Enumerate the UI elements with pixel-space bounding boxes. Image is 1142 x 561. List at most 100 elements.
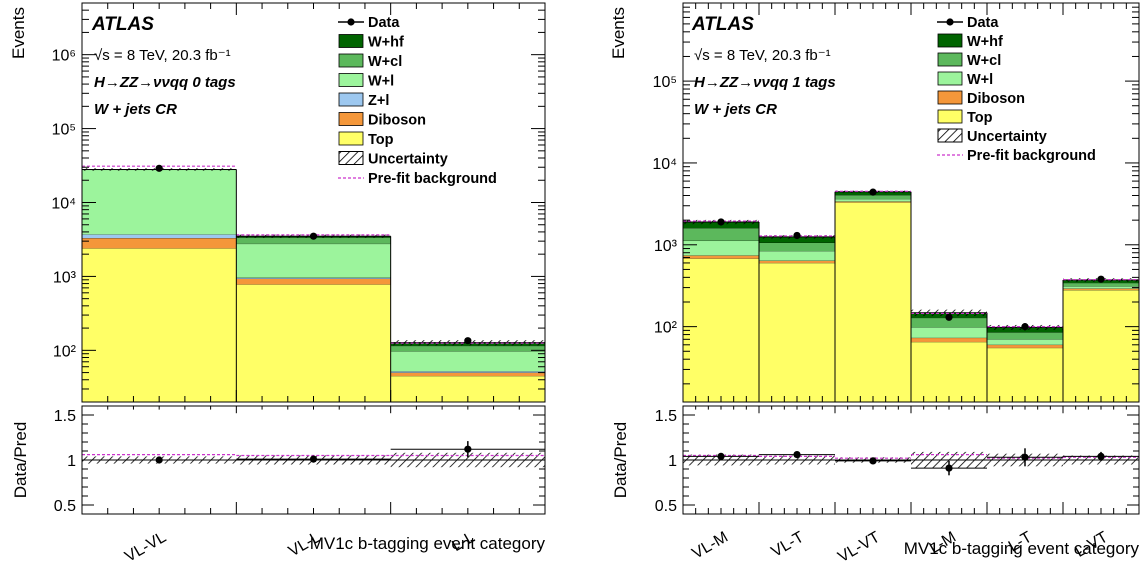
ratio-point-vl-vl xyxy=(155,456,163,464)
legend-label: Data xyxy=(967,15,999,31)
y-axis: 10² 10³ 10⁴ 10⁵ xyxy=(652,2,1139,385)
bar-wl-vl-m xyxy=(683,240,759,256)
bar-top-l-vt xyxy=(1063,290,1139,402)
legend-swatch-diboson xyxy=(338,112,364,126)
bar-wl-l-t xyxy=(987,339,1063,345)
ratio-y-tick-label: 0.5 xyxy=(54,498,76,515)
bar-diboson-vl-t xyxy=(759,260,835,263)
bar-diboson-l-t xyxy=(987,344,1063,348)
bar-diboson-vl-m xyxy=(683,255,759,259)
ratio-point-l-m xyxy=(945,464,953,472)
bar-wcl-l-l xyxy=(390,345,545,352)
legend-label: W+cl xyxy=(967,53,1001,69)
legend-swatch-wcl xyxy=(937,52,963,67)
data-points xyxy=(155,164,472,345)
bar-diboson-l-vt xyxy=(1063,288,1139,291)
bar-wl-vl-l xyxy=(236,243,391,278)
y-tick-label: 10³ xyxy=(53,269,77,286)
data-point-l-vt xyxy=(1097,275,1105,283)
ratio-panel: 0.5 1 1.5 Data/Pred xyxy=(611,405,1140,515)
legend-swatch-whf xyxy=(338,34,364,48)
bar-wcl-l-t xyxy=(987,332,1063,340)
ratio-point-l-t xyxy=(1021,453,1029,461)
legend-label: Diboson xyxy=(368,113,426,129)
ratio-point-l-vt xyxy=(1097,452,1105,460)
legend-label: W+l xyxy=(967,72,993,88)
bar-diboson-vl-vl xyxy=(82,238,237,249)
x-category-label: VL-T xyxy=(768,529,807,561)
x-category-label: VL-M xyxy=(689,529,731,561)
ratio-y-tick-label: 0.5 xyxy=(655,498,677,515)
bar-wl-l-vt xyxy=(1063,286,1139,289)
bar-diboson-vl-l xyxy=(236,278,391,285)
legend-label: Top xyxy=(967,110,993,126)
data-point-vl-m xyxy=(717,218,725,226)
legend-swatch-wl xyxy=(937,71,963,86)
legend-label: W+hf xyxy=(368,35,404,51)
legend-label: Data xyxy=(368,15,400,31)
stacked-histogram xyxy=(683,190,1139,402)
legend-label: Diboson xyxy=(967,91,1025,107)
y-tick-label: 10⁵ xyxy=(52,122,76,139)
ratio-point-l-l xyxy=(464,445,472,453)
ratio-point-vl-l xyxy=(309,455,318,463)
bar-top-vl-m xyxy=(683,258,759,402)
bar-wcl-vl-t xyxy=(759,242,835,251)
y-axis: 10² 10³ 10⁴ 10⁵ 10⁶ xyxy=(51,2,545,403)
x-axis-title: MV1c b-tagging event category xyxy=(310,534,546,553)
ratio-point-vl-m xyxy=(717,452,725,460)
ratio-y-tick-label: 1 xyxy=(67,453,76,470)
info-line-0: √s = 8 TeV, 20.3 fb⁻¹ xyxy=(694,47,831,64)
legend: Data W+hf W+cl W+l Z+l Diboson Top Uncertainty P… xyxy=(338,15,497,187)
x-category-label: VL-VL xyxy=(122,529,169,561)
bar-wcl-l-m xyxy=(911,317,987,328)
data-point-l-t xyxy=(1021,323,1029,331)
data-point-vl-t xyxy=(793,231,801,240)
stacked-histogram xyxy=(82,165,545,402)
legend-data-marker xyxy=(347,18,355,26)
plot-annotations: ATLAS √s = 8 TeV, 20.3 fb⁻¹ H→ZZ→ννqq 1 ta… xyxy=(691,14,836,118)
y-tick-label: 10⁴ xyxy=(652,156,677,173)
info-line-0: √s = 8 TeV, 20.3 fb⁻¹ xyxy=(94,47,231,64)
bar-wcl-vl-vt xyxy=(835,195,911,199)
bar-top-vl-vt xyxy=(835,202,911,402)
legend-swatch-diboson xyxy=(937,90,963,105)
atlas-label: ATLAS xyxy=(691,14,754,35)
bar-wl-l-m xyxy=(911,327,987,338)
ratio-y-tick-label: 1 xyxy=(668,453,677,470)
x-category-label: VL-VT xyxy=(835,529,883,561)
bar-top-vl-vl xyxy=(82,248,237,402)
atlas-label: ATLAS xyxy=(91,14,154,35)
y-tick-label: 10⁶ xyxy=(52,48,76,65)
ratio-y-axis-title: Data/Pred xyxy=(11,422,30,499)
bar-diboson-vl-vt xyxy=(835,201,911,203)
bar-wcl-vl-l xyxy=(236,237,391,244)
ratio-panel: 0.5 1 1.5 Data/Pred xyxy=(11,405,546,515)
legend-label: Top xyxy=(368,132,394,148)
legend-uncertainty-swatch xyxy=(937,128,963,143)
y-axis-title: Events xyxy=(609,7,628,59)
legend-swatch-whf xyxy=(937,33,963,48)
bar-zl-vl-vl xyxy=(82,234,237,239)
y-tick-label: 10⁴ xyxy=(51,196,76,213)
legend-swatch-wl xyxy=(338,73,364,87)
ratio-y-tick-label: 1.5 xyxy=(54,408,76,425)
bar-wcl-vl-m xyxy=(683,228,759,241)
legend-label: Pre-fit background xyxy=(368,171,497,187)
y-tick-label: 10⁵ xyxy=(653,74,677,91)
legend-label: Pre-fit background xyxy=(967,148,1096,164)
bar-wl-vl-vt xyxy=(835,198,911,202)
legend-swatch-top xyxy=(338,131,364,146)
info-line-1: H→ZZ→ννqq 1 tags xyxy=(694,74,836,91)
y-tick-label: 10³ xyxy=(654,238,678,255)
bar-top-vl-t xyxy=(759,262,835,402)
data-point-vl-vl xyxy=(155,164,163,172)
ratio-point-vl-t xyxy=(793,451,801,459)
bar-diboson-l-l xyxy=(390,372,545,376)
legend-swatch-zl xyxy=(338,92,364,107)
data-points xyxy=(717,188,1105,331)
y-tick-label: 10² xyxy=(654,320,678,337)
